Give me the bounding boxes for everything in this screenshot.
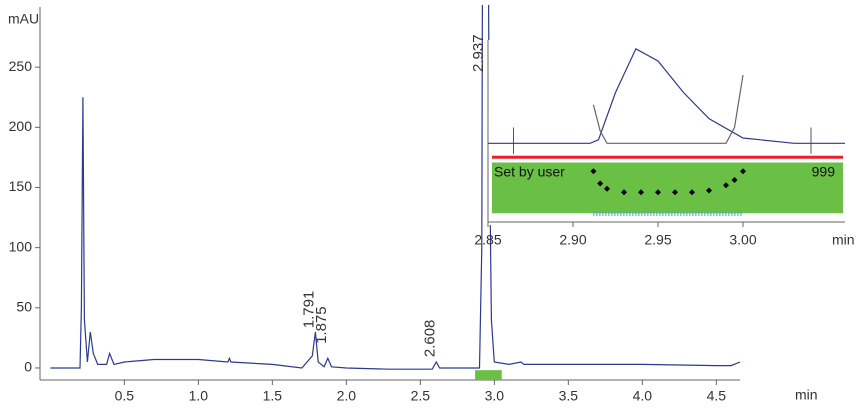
x-tick-label: 1.5 bbox=[263, 388, 283, 404]
x-tick-label: 0.5 bbox=[115, 388, 135, 404]
inset-x-label: min bbox=[832, 232, 855, 248]
user-band bbox=[492, 162, 843, 214]
x-tick-label: 3.0 bbox=[485, 388, 505, 404]
inset-trace bbox=[592, 74, 744, 144]
inset-trace bbox=[488, 47, 845, 144]
diamond bbox=[723, 182, 729, 189]
trace bbox=[50, 5, 740, 370]
diamond bbox=[706, 187, 712, 194]
x-tick-label: 3.5 bbox=[559, 388, 579, 404]
y-tick-label: 0 bbox=[24, 359, 32, 375]
highlight-range bbox=[475, 370, 502, 380]
y-tick-label: 150 bbox=[9, 178, 33, 194]
x-tick-label: 4.5 bbox=[707, 388, 727, 404]
diamond bbox=[731, 177, 738, 183]
x-tick-label: 2.5 bbox=[411, 388, 431, 404]
plot-area bbox=[50, 5, 740, 370]
x-tick-label: 2.95 bbox=[644, 232, 671, 248]
x-tick-label: 1.0 bbox=[189, 388, 209, 404]
diamond bbox=[740, 168, 746, 175]
y-tick-label: 100 bbox=[9, 238, 33, 254]
x-label: min bbox=[795, 387, 818, 403]
band-value: 999 bbox=[812, 164, 836, 180]
band-label: Set by user bbox=[494, 164, 565, 180]
diamond bbox=[621, 189, 627, 196]
y-tick-label: 200 bbox=[9, 118, 33, 134]
peak-label: 2.608 bbox=[421, 320, 438, 358]
y-label: mAU bbox=[8, 11, 39, 27]
x-tick-label: 2.0 bbox=[337, 388, 357, 404]
x-tick-label: 4.0 bbox=[633, 388, 653, 404]
peak-label: 1.875 bbox=[313, 306, 330, 344]
peak-label: 1.791 bbox=[300, 291, 317, 329]
diamond bbox=[604, 185, 610, 192]
diamond bbox=[689, 189, 695, 196]
x-tick-label: 2.85 bbox=[474, 232, 501, 248]
x-tick-label: 3.00 bbox=[729, 232, 756, 248]
peak-label: 2.937 bbox=[470, 34, 487, 72]
diamond bbox=[638, 189, 644, 196]
diamond bbox=[597, 180, 604, 187]
diamond bbox=[590, 168, 597, 175]
y-tick-label: 50 bbox=[16, 299, 32, 315]
diamond bbox=[672, 189, 678, 196]
y-tick-label: 250 bbox=[9, 58, 33, 74]
diamond bbox=[655, 189, 661, 196]
x-tick-label: 2.90 bbox=[559, 232, 586, 248]
